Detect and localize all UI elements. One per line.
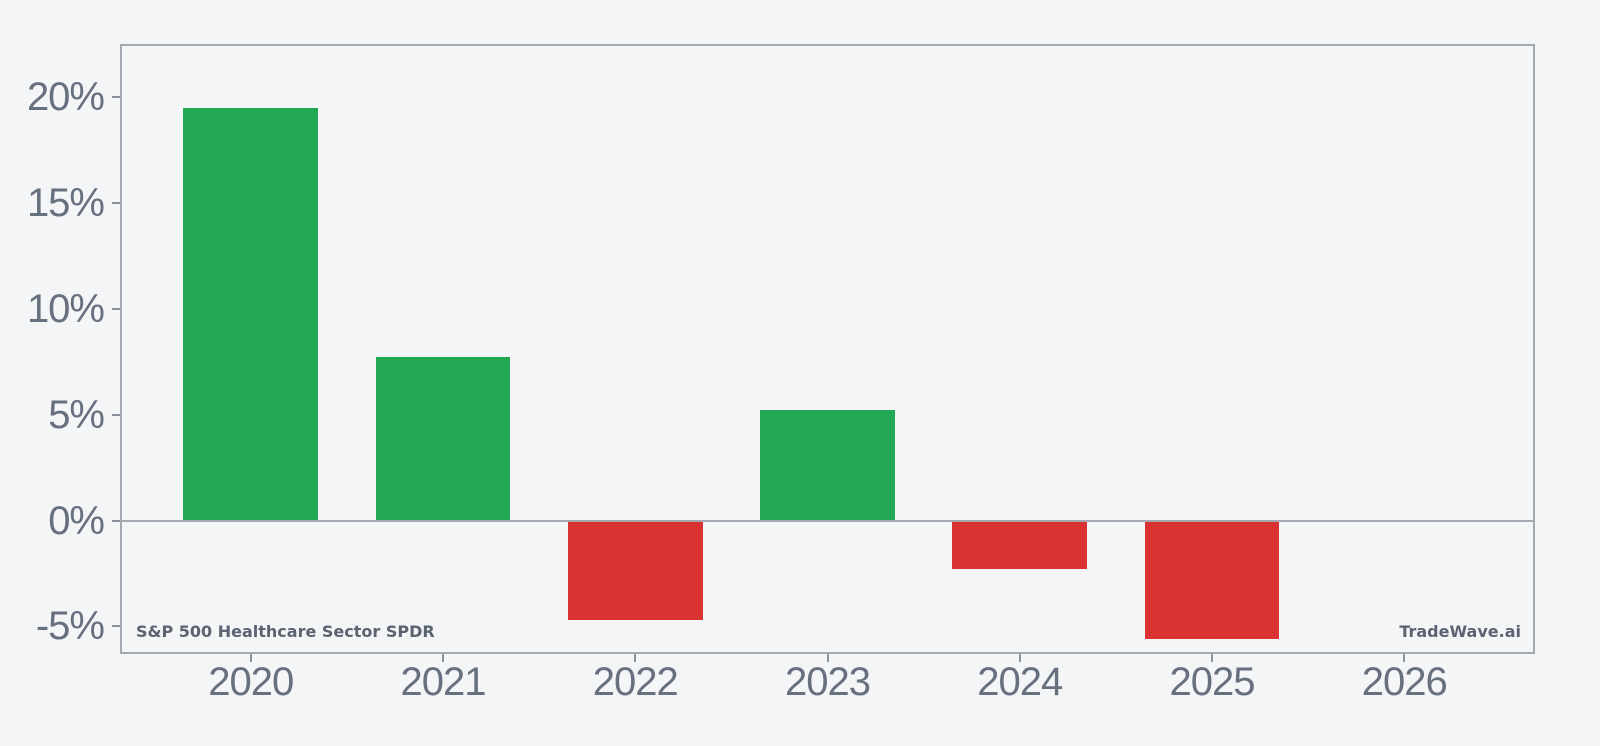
x-tick-label: 2022: [592, 660, 679, 704]
x-tick-label: 2025: [1169, 660, 1256, 704]
plot-area: [120, 44, 1535, 654]
y-tick-mark: [112, 307, 120, 310]
x-tick-label: 2026: [1361, 660, 1448, 704]
bar-2020: [183, 107, 319, 521]
x-tick-mark: [1211, 654, 1213, 662]
bar-2025: [1144, 520, 1280, 640]
x-tick-mark: [1018, 654, 1021, 662]
x-tick-mark: [826, 654, 829, 662]
x-tick-label: 2024: [977, 660, 1063, 704]
bar-2023: [760, 410, 895, 521]
x-tick-label: 2021: [400, 660, 486, 704]
zero-axis-line: [120, 519, 1535, 522]
x-tick-mark: [441, 654, 444, 662]
x-tick-label: 2020: [208, 660, 294, 704]
y-tick-mark: [112, 519, 120, 522]
x-tick-label: 2023: [785, 660, 871, 704]
bar-2024: [952, 520, 1088, 570]
series-label: S&P 500 Healthcare Sector SPDR: [136, 622, 435, 641]
x-tick-mark: [1403, 654, 1406, 662]
bar-2022: [567, 520, 703, 621]
watermark-label: TradeWave.ai: [1399, 622, 1521, 641]
y-tick-label: 15%: [26, 180, 105, 225]
y-tick-mark: [112, 413, 120, 416]
y-tick-mark: [112, 625, 120, 628]
x-tick-mark: [249, 654, 252, 662]
y-tick-mark: [112, 201, 120, 204]
y-tick-label: 0%: [48, 498, 105, 543]
y-tick-label: 5%: [48, 392, 105, 437]
y-tick-label: 20%: [26, 74, 105, 119]
y-tick-mark: [112, 95, 120, 98]
y-tick-label: 10%: [26, 286, 105, 331]
bar-2021: [375, 357, 511, 521]
x-tick-mark: [634, 654, 637, 662]
y-tick-label: -5%: [35, 604, 105, 649]
